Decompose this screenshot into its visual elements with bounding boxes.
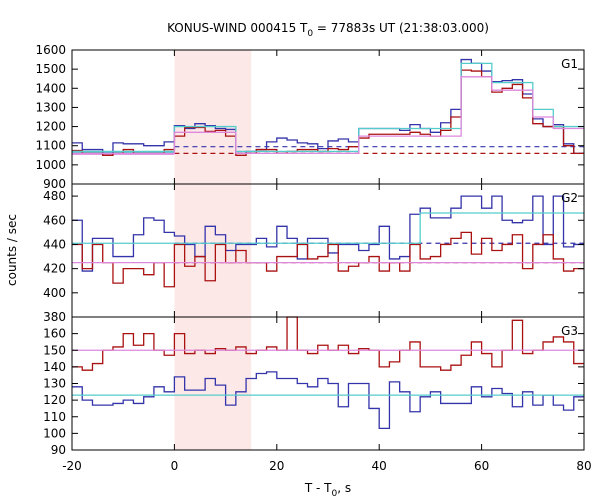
y-tick-label: 150 — [43, 343, 66, 357]
y-tick-label: 1200 — [35, 120, 66, 134]
x-tick-label: 40 — [372, 459, 387, 473]
panels-group: 9001000110012001300140015001600G13804004… — [35, 43, 591, 473]
y-tick-label: 110 — [43, 410, 66, 424]
y-axis-label: counts / sec — [5, 214, 19, 286]
y-tick-label: 1300 — [35, 100, 66, 114]
y-tick-label: 1000 — [35, 158, 66, 172]
y-tick-label: 100 — [43, 426, 66, 440]
y-tick-label: 90 — [51, 443, 66, 457]
y-tick-label: 1400 — [35, 81, 66, 95]
panel-g3: 90 100 110 120 130 140 150 160 G3 — [43, 316, 585, 457]
y-tick-label: 380 — [43, 310, 66, 324]
x-axis-label: T - T0, s — [304, 481, 351, 499]
y-tick-label: 160 — [43, 327, 66, 341]
panel-g2: 380 400 420 440 460 480 G2 — [43, 183, 585, 324]
series-line-2 — [72, 371, 584, 430]
series-line-3 — [72, 62, 584, 153]
x-tick-label: 0 — [171, 459, 179, 473]
x-tick-label: 80 — [576, 459, 591, 473]
panel-label: G2 — [561, 191, 578, 205]
y-tick-label: 480 — [43, 189, 66, 203]
y-tick-label: 130 — [43, 377, 66, 391]
y-tick-label: 1600 — [35, 43, 66, 57]
y-tick-label: 120 — [43, 393, 66, 407]
y-tick-label: 400 — [43, 286, 66, 300]
series-line-1 — [72, 58, 584, 155]
panel-label: G3 — [561, 324, 578, 338]
series-line-3 — [72, 212, 584, 244]
x-tick-label: 60 — [474, 459, 489, 473]
y-tick-label: 1100 — [35, 139, 66, 153]
y-tick-label: 460 — [43, 213, 66, 227]
chart-title: KONUS-WIND 000415 T0 = 77883s UT (21:38:… — [167, 21, 489, 39]
y-tick-label: 1500 — [35, 62, 66, 76]
x-tick-label: -20 — [62, 459, 82, 473]
y-tick-label: 140 — [43, 360, 66, 374]
y-tick-label: 900 — [43, 177, 66, 191]
panel-label: G1 — [561, 57, 578, 71]
series-line-4 — [72, 76, 584, 155]
x-tick-label: 20 — [269, 459, 284, 473]
y-tick-label: 440 — [43, 237, 66, 251]
series-line-2 — [72, 69, 584, 156]
y-tick-label: 420 — [43, 262, 66, 276]
